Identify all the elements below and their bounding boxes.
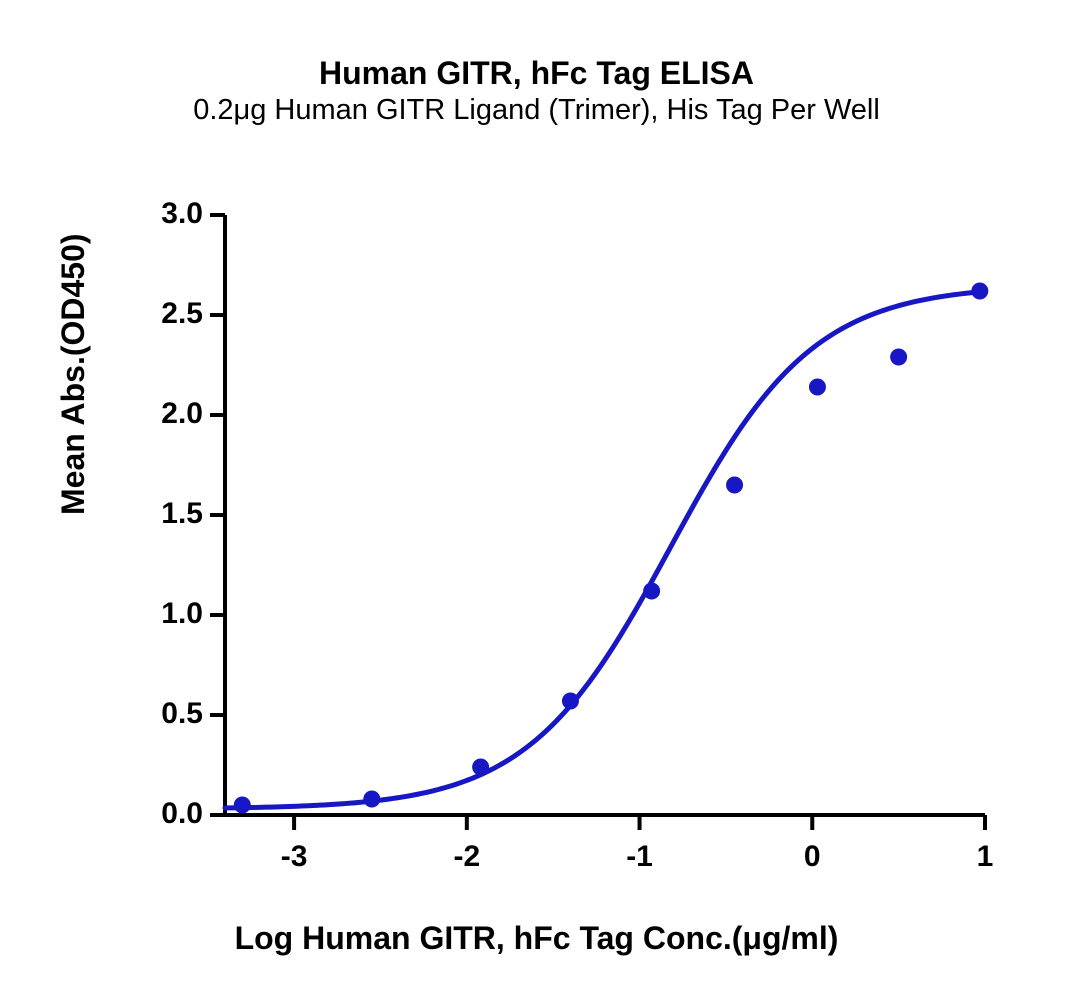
- x-tick-label: -2: [453, 840, 480, 874]
- y-tick-label: 1.5: [161, 497, 203, 531]
- x-tick-label: 0: [804, 840, 821, 874]
- x-tick-label: 1: [977, 840, 994, 874]
- x-tick-label: -1: [626, 840, 653, 874]
- x-tick-label: -3: [281, 840, 308, 874]
- y-tick-label: 2.5: [161, 297, 203, 331]
- y-tick-label: 0.5: [161, 697, 203, 731]
- y-tick-label: 0.0: [161, 797, 203, 831]
- y-tick-label: 3.0: [161, 197, 203, 231]
- y-tick-label: 1.0: [161, 597, 203, 631]
- elisa-chart: Human GITR, hFc Tag ELISA 0.2μg Human GI…: [0, 0, 1073, 1004]
- y-tick-label: 2.0: [161, 397, 203, 431]
